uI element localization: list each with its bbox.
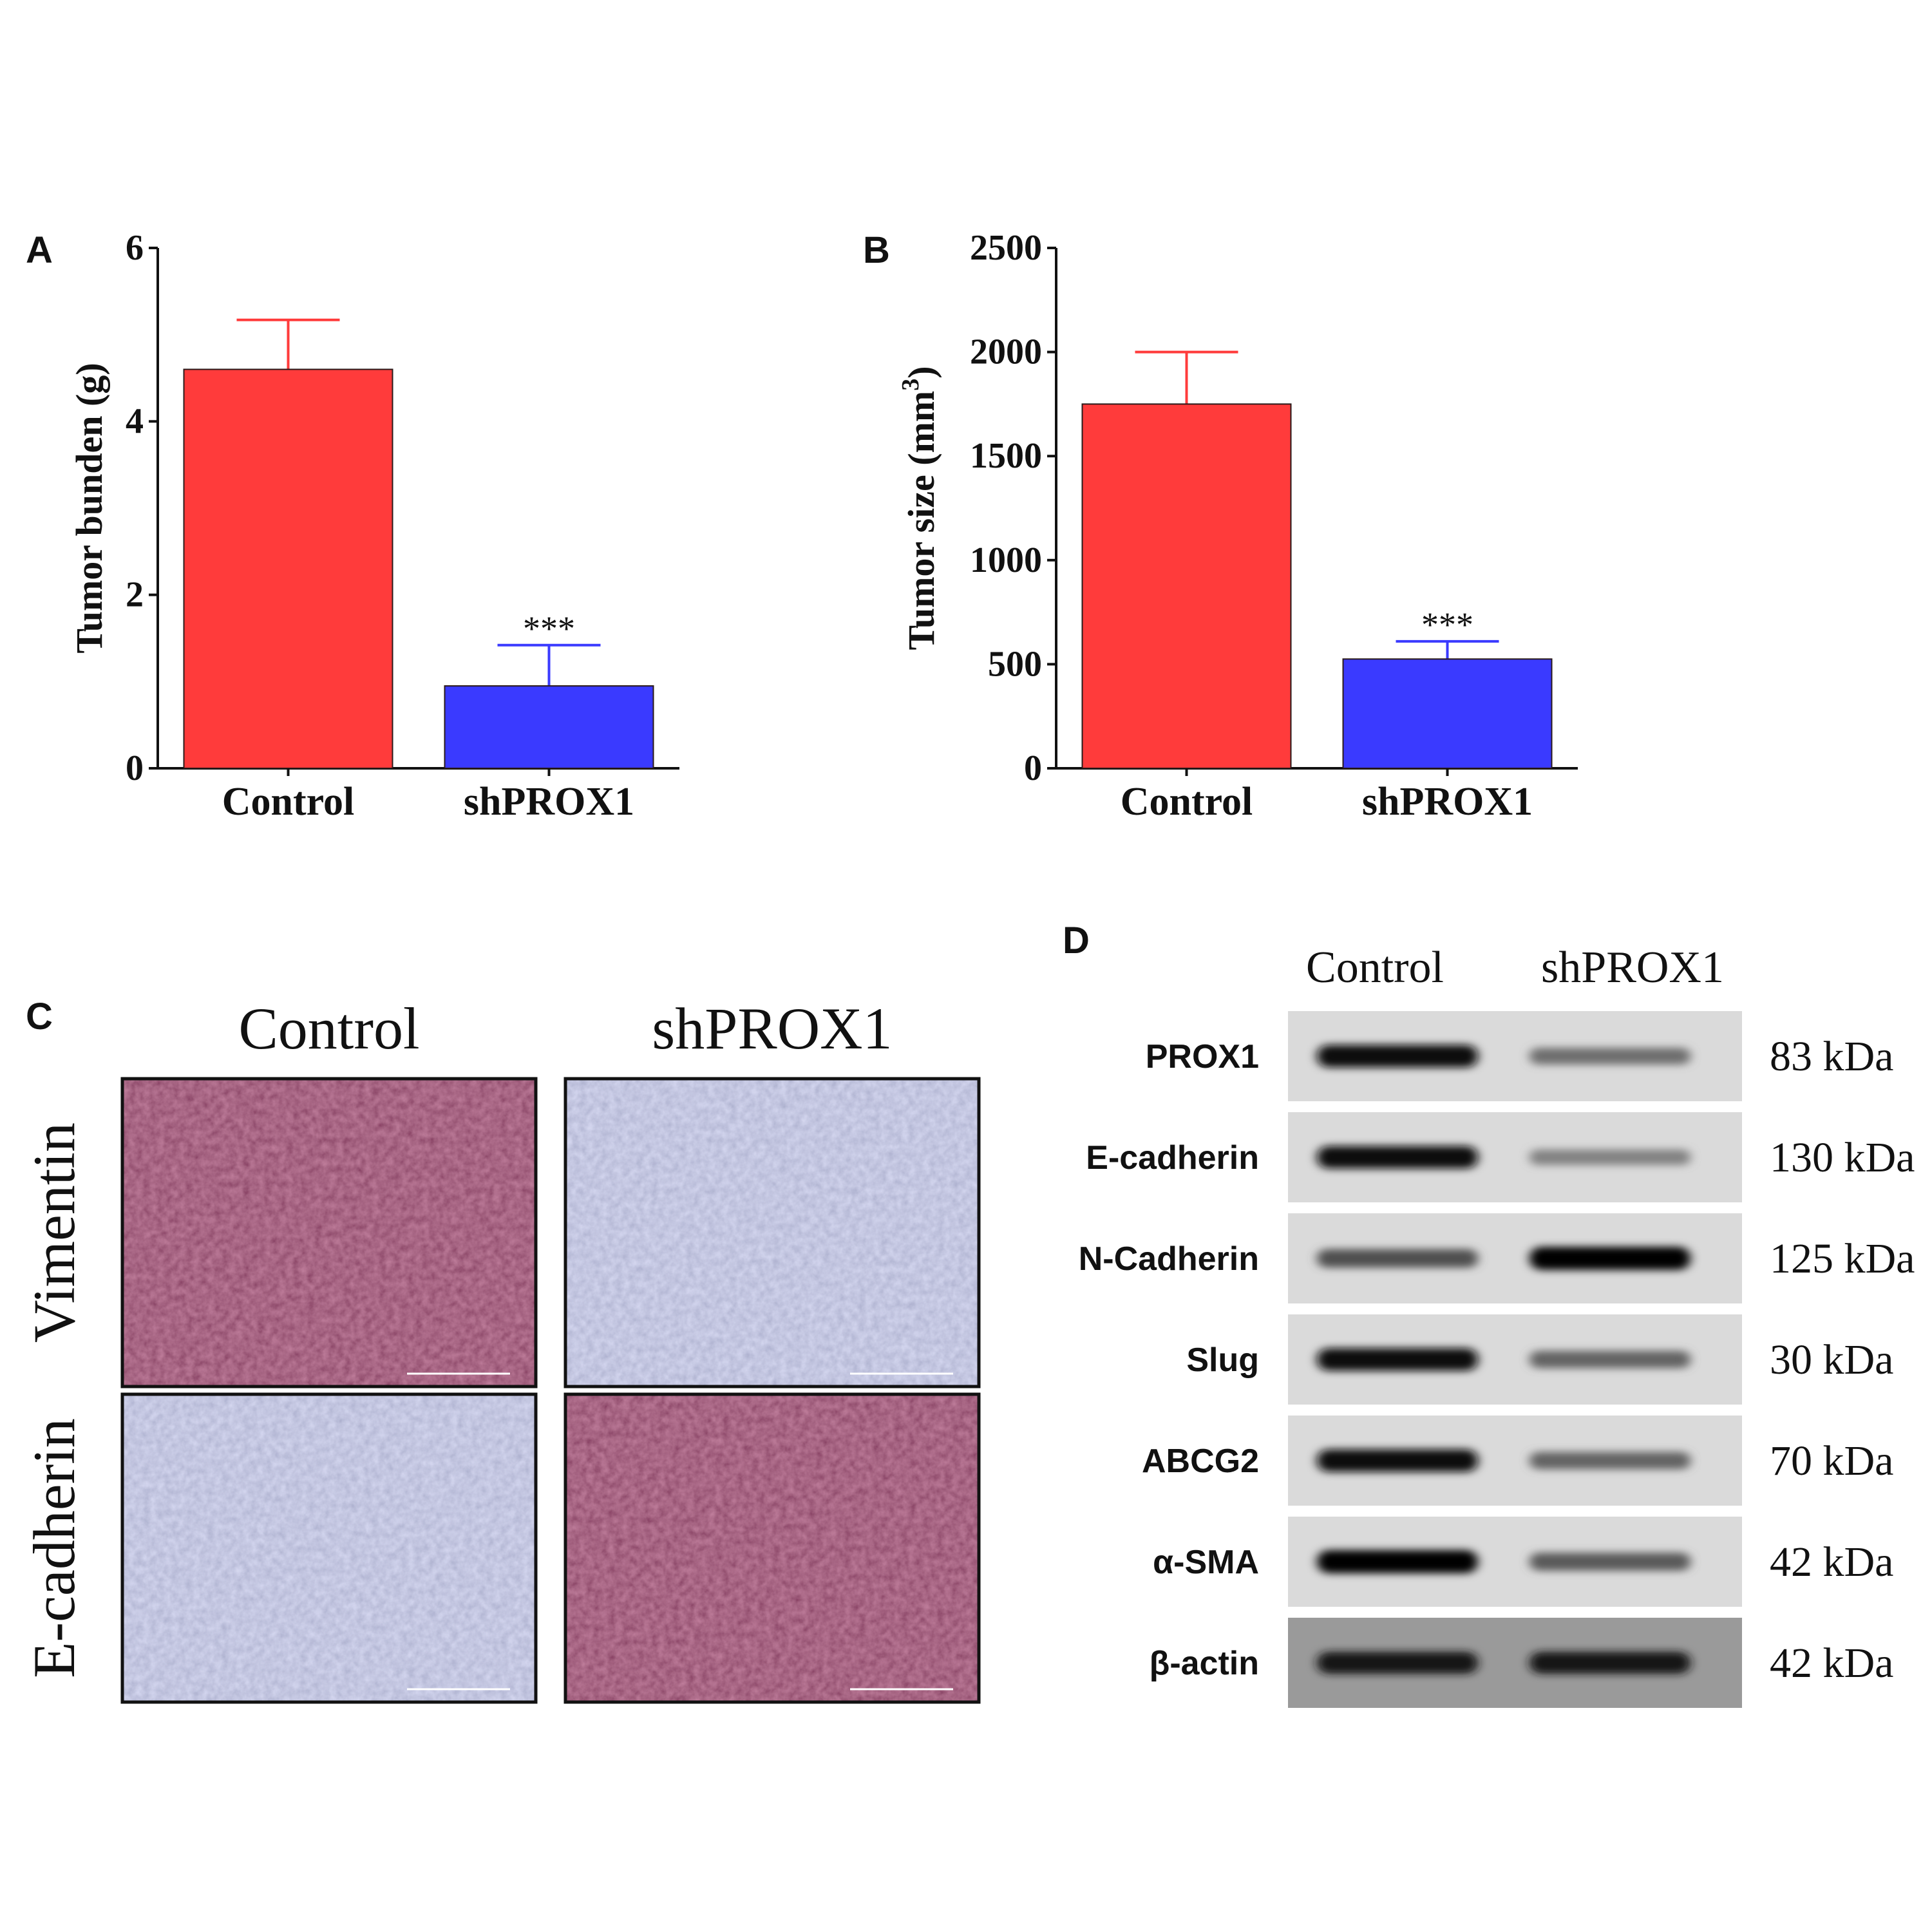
blot-lane-label: Control — [1306, 943, 1444, 992]
panel-c: C Control shPROX1 Vimentin E-cadherin — [21, 996, 981, 1704]
chart0-x-tick-label: shPROX1 — [464, 780, 634, 824]
blot-lane-label: shPROX1 — [1541, 943, 1724, 992]
blot-protein-label: E-cadherin — [1086, 1139, 1259, 1177]
blot-kda-label: 30 kDa — [1770, 1336, 1893, 1383]
blot-band — [1530, 1247, 1690, 1270]
chart0-y-tick-label: 0 — [126, 748, 144, 788]
blot-row-1: PROX1 83 kDa — [1146, 1011, 1893, 1101]
blot-kda-label: 130 kDa — [1770, 1134, 1915, 1181]
blot-band — [1530, 1350, 1690, 1368]
blot-row-5: ABCG2 70 kDa — [1142, 1416, 1893, 1506]
blot-kda-label: 83 kDa — [1770, 1033, 1893, 1080]
blot-protein-label: ABCG2 — [1142, 1443, 1259, 1480]
blot-band — [1317, 1651, 1478, 1674]
chart1-bar-shprox1 — [1342, 658, 1553, 769]
chart0-x-tick-label: Control — [222, 780, 355, 824]
blot-band — [1530, 1149, 1690, 1166]
blot-row-6: α-SMA 42 kDa — [1153, 1517, 1893, 1607]
chart0-bar-shprox1 — [444, 685, 654, 769]
chart0-y-tick-label: 6 — [126, 228, 144, 268]
blot-protein-label: Slug — [1186, 1341, 1259, 1379]
blot-protein-label: N-Cadherin — [1079, 1240, 1259, 1278]
ihc-image-e-cadherin-control — [120, 1392, 538, 1704]
ihc-image-vimentin-control — [120, 1077, 538, 1388]
chart1-y-tick-label: 2000 — [970, 332, 1042, 372]
blot-kda-label: 42 kDa — [1770, 1539, 1893, 1586]
blot-band — [1317, 1550, 1478, 1573]
blot-band — [1317, 1249, 1478, 1268]
panel-d: D Control shPROX1 PROX1 83 kDa E-cadherin 130… — [1063, 920, 1915, 1708]
panel-b-letter: B — [863, 229, 890, 271]
blot-band — [1317, 1146, 1478, 1169]
chart1-y-tick-label: 0 — [1024, 748, 1042, 788]
blot-band — [1317, 1045, 1478, 1068]
chart1-x-tick-label: shPROX1 — [1362, 780, 1533, 824]
chart1-bar-control — [1081, 403, 1292, 769]
blot-row-7: β-actin 42 kDa — [1150, 1618, 1893, 1708]
blot-row-3: N-Cadherin 125 kDa — [1079, 1213, 1915, 1303]
ihc-column-label: Control — [238, 996, 419, 1061]
blot-kda-label: 42 kDa — [1770, 1640, 1893, 1687]
panel-a-letter: A — [26, 229, 53, 271]
blot-row-4: Slug 30 kDa — [1186, 1314, 1893, 1405]
chart0-y-tick-label: 4 — [126, 401, 144, 441]
blot-protein-label: α-SMA — [1153, 1544, 1259, 1581]
ihc-image-vimentin-shprox1 — [564, 1077, 981, 1388]
chart1-y-axis-label: Tumor size (mm3) — [897, 366, 942, 650]
blot-kda-label: 70 kDa — [1770, 1437, 1893, 1484]
blot-protein-label: PROX1 — [1146, 1038, 1259, 1075]
chart1-y-tick-label: 2500 — [970, 228, 1042, 268]
blot-band — [1317, 1449, 1478, 1472]
chart0-y-axis-label: Tumor bunden (g) — [68, 363, 110, 653]
chart1-y-tick-label: 1500 — [970, 436, 1042, 476]
blot-band — [1530, 1651, 1690, 1674]
panel-c-letter: C — [26, 996, 53, 1037]
chart1-y-tick-label: 500 — [988, 644, 1042, 684]
chart0-bar-control — [183, 368, 393, 769]
chart1-significance-label: *** — [1421, 605, 1473, 644]
blot-band — [1530, 1047, 1690, 1065]
blot-row-2: E-cadherin 130 kDa — [1086, 1112, 1915, 1202]
blot-band — [1530, 1553, 1690, 1571]
panel-d-letter: D — [1063, 920, 1090, 961]
ihc-image-e-cadherin-shprox1 — [564, 1392, 981, 1704]
ihc-row-label: E-cadherin — [21, 1418, 87, 1678]
chart1-x-tick-label: Control — [1121, 780, 1253, 824]
ihc-row-label: Vimentin — [21, 1122, 87, 1343]
chart1-y-tick-label: 1000 — [970, 540, 1042, 580]
blot-band — [1317, 1348, 1478, 1371]
blot-kda-label: 125 kDa — [1770, 1235, 1915, 1282]
blot-protein-label: β-actin — [1150, 1645, 1259, 1682]
blot-band — [1530, 1452, 1690, 1470]
panel-a: A 0 2 4 6 Control shPROX1 *** Tumor bunden (g) — [26, 228, 679, 824]
ihc-column-label: shPROX1 — [652, 996, 892, 1061]
panel-b: B 0 500 1000 1500 2000 2500 Control shPROX1 *** T… — [863, 228, 1578, 824]
chart0-y-tick-label: 2 — [126, 575, 144, 615]
chart0-significance-label: *** — [523, 609, 575, 648]
